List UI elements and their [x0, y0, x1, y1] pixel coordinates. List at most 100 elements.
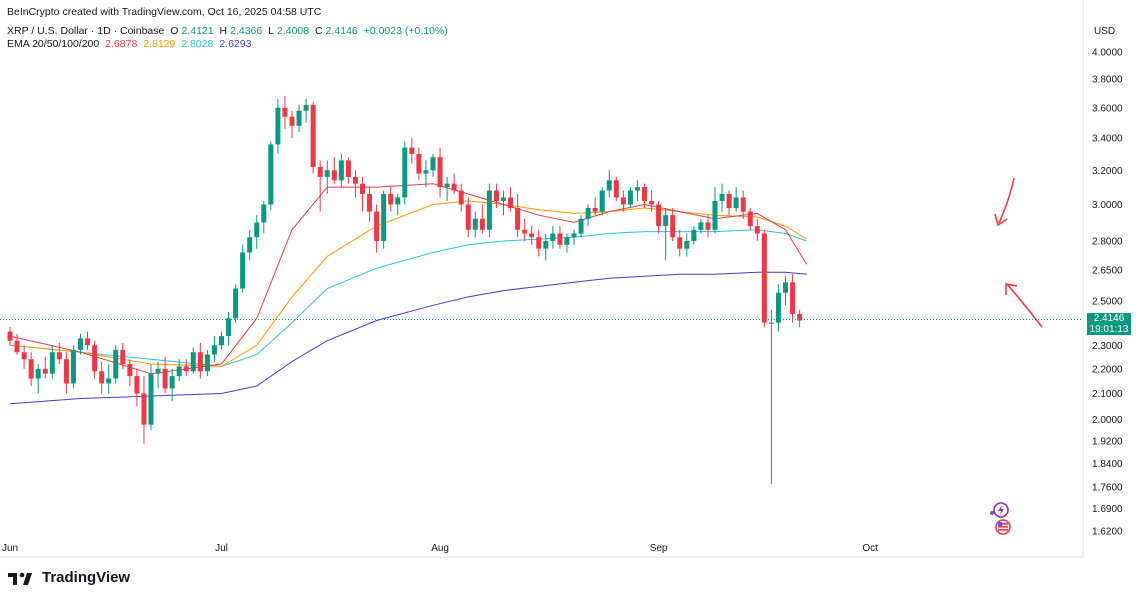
candle-body — [310, 104, 316, 167]
event-icon-us-flag[interactable] — [995, 519, 1011, 535]
candle — [536, 229, 542, 257]
candle — [120, 342, 126, 369]
candle — [317, 160, 323, 212]
price-tick-label: 2.8000 — [1092, 237, 1123, 248]
candle — [761, 229, 767, 328]
candle — [127, 359, 133, 386]
candle-body — [78, 338, 83, 350]
candle-body — [472, 218, 478, 230]
candle — [331, 157, 337, 184]
candle — [310, 101, 316, 174]
high-label: H — [219, 25, 228, 37]
candle-body — [783, 282, 788, 293]
ema-label[interactable]: EMA 20/50/100/200 — [7, 38, 100, 50]
candle — [451, 173, 457, 194]
event-icon-lightning[interactable] — [990, 502, 1009, 518]
candle-body — [113, 349, 119, 379]
candle — [219, 331, 224, 350]
candle-body — [670, 215, 676, 238]
candle-body — [775, 292, 781, 323]
tradingview-logo[interactable]: TradingView — [8, 569, 130, 586]
price-tick-label: 3.4000 — [1092, 134, 1123, 145]
candle-body — [303, 104, 309, 111]
candle-body — [49, 352, 55, 374]
candle-body — [712, 200, 718, 230]
candle-body — [550, 233, 556, 242]
candle — [578, 215, 584, 238]
price-axis[interactable]: 4.0000 3.8000 3.6000 3.4000 3.2000 3.0000 2.80… — [1092, 48, 1123, 538]
candle-body — [268, 144, 274, 205]
candle-body — [536, 237, 542, 249]
symbol-name[interactable]: XRP / U.S. Dollar · 1D · Coinbase — [7, 25, 165, 37]
candle — [493, 183, 499, 209]
ohlc-legend: XRP / U.S. Dollar · 1D · Coinbase O 2.412… — [7, 25, 451, 37]
candle-body — [564, 237, 570, 245]
candle — [268, 141, 274, 210]
candle — [21, 345, 27, 369]
candle-body — [705, 222, 711, 230]
candle — [740, 190, 746, 219]
price-tick-label: 3.0000 — [1092, 200, 1123, 211]
candle-body — [740, 197, 746, 212]
ema200-line — [9, 271, 807, 405]
candle-body — [444, 183, 450, 188]
candle-body — [719, 193, 725, 201]
candle-body — [515, 208, 521, 230]
candle-body — [219, 336, 224, 346]
candle-body — [613, 180, 619, 198]
candle — [479, 204, 485, 234]
candle — [56, 342, 62, 365]
candle — [627, 187, 633, 209]
close-label: C — [315, 25, 323, 37]
candle — [106, 364, 112, 394]
candle — [705, 215, 711, 238]
candle — [141, 376, 147, 444]
candle-body — [698, 222, 704, 230]
candle — [303, 99, 309, 123]
candle-body — [211, 345, 217, 355]
candle — [416, 147, 422, 181]
low-value: 2.4008 — [277, 25, 310, 37]
time-axis[interactable]: Jun Jul Aug Sep Oct — [2, 543, 878, 554]
candle-body — [63, 359, 69, 384]
candle — [289, 110, 295, 139]
candle — [550, 226, 556, 249]
candle — [515, 193, 521, 238]
candle — [134, 368, 140, 407]
candle-body — [275, 107, 281, 145]
candle-body — [247, 237, 253, 253]
candle — [282, 96, 288, 129]
candle — [747, 208, 753, 230]
candle-body — [458, 190, 464, 205]
candle — [169, 368, 175, 402]
ema-legend: EMA 20/50/100/200 2.6878 2.8129 2.8028 2… — [7, 38, 254, 50]
close-value: 2.4146 — [325, 25, 358, 37]
candle — [663, 208, 669, 261]
candle — [634, 180, 640, 201]
candle-body — [465, 204, 471, 230]
ema100-line — [9, 229, 807, 367]
candle-body — [416, 153, 422, 174]
candle-body — [99, 371, 105, 384]
candle-body — [726, 193, 732, 209]
candle — [388, 187, 394, 212]
candle-body — [529, 233, 535, 238]
candle — [324, 160, 330, 194]
candle — [642, 183, 647, 209]
candle — [592, 197, 598, 216]
candle-body — [338, 160, 344, 181]
candle-body — [169, 376, 175, 389]
candle — [113, 345, 119, 384]
attribution: BeInCrypto created with TradingView.com,… — [7, 6, 322, 18]
price-tick-label: 2.6500 — [1092, 266, 1123, 277]
candle — [670, 208, 676, 242]
candle-body — [599, 190, 605, 212]
candle — [465, 197, 471, 238]
low-label: L — [268, 25, 274, 37]
tradingview-logo-icon — [8, 572, 32, 585]
candle-body — [345, 160, 351, 177]
candle-body — [649, 200, 655, 205]
candle-body — [162, 368, 168, 389]
candle — [367, 187, 373, 223]
